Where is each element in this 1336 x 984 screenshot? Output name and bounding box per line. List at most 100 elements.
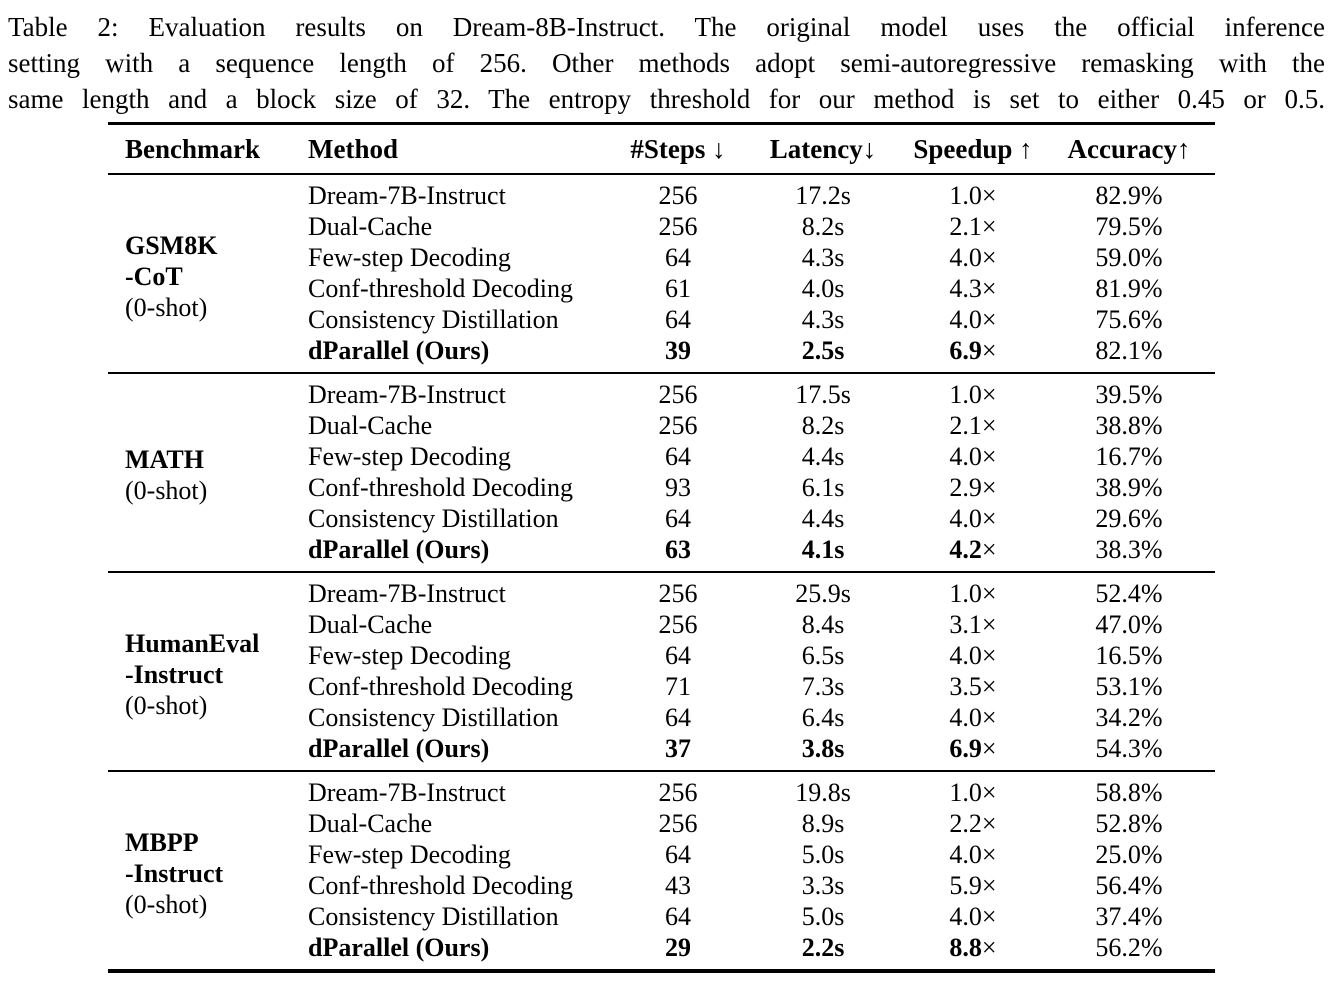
speedup-value: 8.8 (949, 933, 982, 962)
steps-cell: 93 (665, 473, 691, 502)
speedup-cell: 4.2× (903, 534, 1043, 572)
accuracy-cell: 52.8% (1095, 809, 1163, 838)
latency-cell: 5.0s (801, 840, 845, 869)
table-row: Few-step Decoding 64 4.3s 4.0× 59.0% (108, 242, 1215, 273)
times-symbol: × (981, 473, 997, 502)
caption-line-2: setting with a sequence length of 256. O… (8, 48, 1325, 78)
times-symbol: × (981, 181, 997, 210)
steps-cell: 43 (665, 871, 691, 900)
times-symbol: × (981, 336, 997, 365)
times-symbol: × (981, 212, 997, 241)
speedup-cell: 5.9× (903, 870, 1043, 901)
table-row: Consistency Distillation 64 6.4s 4.0× 34.2% (108, 702, 1215, 733)
col-header-speedup: Speedup ↑ (913, 134, 1033, 164)
latency-cell: 6.4s (801, 703, 845, 732)
accuracy-cell: 81.9% (1095, 274, 1163, 303)
method-cell: Conf-threshold Decoding (308, 672, 574, 701)
steps-cell: 64 (665, 641, 691, 670)
steps-cell: 39 (665, 336, 691, 365)
col-header-accuracy: Accuracy↑ (1067, 134, 1191, 164)
speedup-cell: 6.9× (903, 335, 1043, 373)
latency-cell: 8.2s (801, 411, 845, 440)
benchmark-name-line: MATH (125, 445, 204, 474)
latency-cell: 8.9s (801, 809, 845, 838)
benchmark-name-line: -Instruct (125, 659, 224, 689)
speedup-value: 4.2 (949, 535, 982, 564)
steps-cell: 64 (665, 305, 691, 334)
steps-cell: 63 (665, 535, 691, 564)
accuracy-cell: 54.3% (1095, 734, 1163, 763)
times-symbol: × (981, 579, 997, 608)
accuracy-cell: 82.9% (1095, 181, 1163, 210)
latency-cell: 4.4s (801, 504, 845, 533)
times-symbol: × (981, 703, 997, 732)
latency-cell: 2.5s (801, 336, 845, 365)
method-cell: Dual-Cache (308, 411, 433, 440)
times-symbol: × (981, 734, 997, 763)
col-header-method: Method (308, 134, 398, 164)
times-symbol: × (981, 380, 997, 409)
col-header-latency: Latency↓ (769, 134, 877, 164)
speedup-cell: 4.0× (903, 441, 1043, 472)
speedup-cell: 1.0× (903, 174, 1043, 211)
times-symbol: × (981, 504, 997, 533)
times-symbol: × (981, 641, 997, 670)
speedup-value: 6.9 (949, 336, 982, 365)
speedup-cell: 2.9× (903, 472, 1043, 503)
method-cell: Conf-threshold Decoding (308, 473, 574, 502)
speedup-value: 4.0 (949, 305, 982, 334)
speedup-cell: 4.0× (903, 304, 1043, 335)
speedup-value: 2.1 (949, 212, 982, 241)
latency-cell: 3.3s (801, 871, 845, 900)
benchmark-name-line: GSM8K (125, 230, 218, 260)
speedup-value: 4.0 (949, 442, 982, 471)
benchmark-shot: (0-shot) (125, 292, 208, 322)
speedup-cell: 8.8× (903, 932, 1043, 971)
table-row: Few-step Decoding 64 6.5s 4.0× 16.5% (108, 640, 1215, 671)
accuracy-cell: 34.2% (1095, 703, 1163, 732)
speedup-cell: 2.1× (903, 211, 1043, 242)
method-cell: Consistency Distillation (308, 703, 559, 732)
benchmark-shot: (0-shot) (125, 889, 208, 919)
steps-cell: 71 (665, 672, 691, 701)
speedup-cell: 4.0× (903, 503, 1043, 534)
times-symbol: × (981, 778, 997, 807)
benchmark-shot: (0-shot) (125, 690, 208, 720)
latency-cell: 19.8s (795, 778, 851, 807)
steps-cell: 256 (658, 212, 698, 241)
speedup-value: 4.0 (949, 641, 982, 670)
latency-cell: 17.2s (795, 181, 851, 210)
method-cell: Dream-7B-Instruct (308, 579, 506, 608)
speedup-value: 1.0 (949, 778, 982, 807)
speedup-cell: 2.1× (903, 410, 1043, 441)
method-cell: Dual-Cache (308, 809, 433, 838)
table-row: Conf-threshold Decoding 71 7.3s 3.5× 53.1% (108, 671, 1215, 702)
method-cell: Consistency Distillation (308, 504, 559, 533)
speedup-cell: 3.5× (903, 671, 1043, 702)
steps-cell: 256 (658, 181, 698, 210)
steps-cell: 37 (665, 734, 691, 763)
results-table: Benchmark Method #Steps ↓ Latency↓ Speedup ↑… (108, 122, 1215, 973)
accuracy-cell: 25.0% (1095, 840, 1163, 869)
speedup-cell: 4.0× (903, 702, 1043, 733)
table-row: Dual-Cache 256 8.2s 2.1× 79.5% (108, 211, 1215, 242)
steps-cell: 256 (658, 809, 698, 838)
speedup-cell: 2.2× (903, 808, 1043, 839)
accuracy-cell: 79.5% (1095, 212, 1163, 241)
benchmark-cell: MATH (0-shot) (108, 373, 293, 572)
speedup-cell: 4.0× (903, 901, 1043, 932)
benchmark-cell: GSM8K -CoT (0-shot) (108, 174, 293, 373)
benchmark-group: MBPP -Instruct (0-shot) Dream-7B-Instruct 25… (108, 771, 1215, 971)
speedup-value: 1.0 (949, 380, 982, 409)
method-cell: Few-step Decoding (308, 641, 511, 670)
steps-cell: 64 (665, 442, 691, 471)
steps-cell: 256 (658, 610, 698, 639)
steps-cell: 61 (665, 274, 691, 303)
benchmark-cell: MBPP -Instruct (0-shot) (108, 771, 293, 971)
accuracy-cell: 39.5% (1095, 380, 1163, 409)
table-row: Conf-threshold Decoding 61 4.0s 4.3× 81.9% (108, 273, 1215, 304)
caption-line-3: same length and a block size of 32. The … (8, 84, 1325, 114)
table-row: dParallel (Ours) 39 2.5s 6.9× 82.1% (108, 335, 1215, 373)
latency-cell: 8.2s (801, 212, 845, 241)
times-symbol: × (981, 902, 997, 931)
